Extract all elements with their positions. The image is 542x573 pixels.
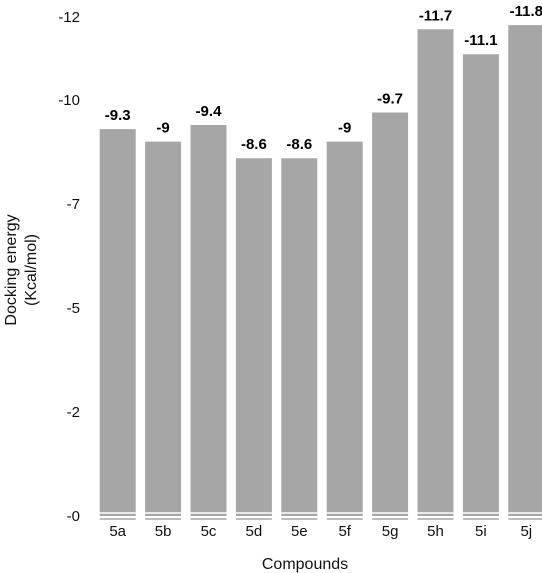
y-axis-label-line1: Docking energy xyxy=(3,214,20,325)
value-label: -9 xyxy=(338,120,351,137)
x-tick-label: 5i xyxy=(475,523,487,540)
x-tick-label: 5h xyxy=(427,523,444,540)
x-tick-label: 5e xyxy=(291,523,308,540)
bar-5j xyxy=(508,25,542,517)
bar-5b xyxy=(145,141,182,516)
y-tick-label: -0 xyxy=(67,508,80,525)
x-tick-label: 5d xyxy=(246,523,263,540)
bar-5g xyxy=(372,112,409,516)
x-axis-label: Compounds xyxy=(262,556,348,573)
value-label: -11.1 xyxy=(464,32,497,49)
x-axis-ticks: 5a 5b 5c 5d 5e 5f 5g 5h 5i 5j xyxy=(109,523,532,540)
value-label: -11.7 xyxy=(419,7,452,24)
bar-5h xyxy=(417,29,454,517)
y-tick-label: -7 xyxy=(67,196,80,213)
y-axis-ticks: -12 -10 -7 -5 -2 -0 xyxy=(58,9,80,525)
x-tick-label: 5a xyxy=(109,523,126,540)
value-label: -9.3 xyxy=(105,107,131,124)
x-tick-label: 5c xyxy=(201,523,217,540)
bar-5c xyxy=(190,124,227,517)
y-axis-label: Docking energy (Kcal/mol) xyxy=(3,214,40,325)
y-axis-label-line2: (Kcal/mol) xyxy=(23,234,40,306)
y-tick-label: -10 xyxy=(58,92,80,109)
value-label: -9 xyxy=(156,120,169,137)
bar-5f xyxy=(326,141,363,516)
bars xyxy=(99,25,542,520)
x-tick-label: 5b xyxy=(155,523,172,540)
value-label: -8.6 xyxy=(286,136,312,153)
x-tick-label: 5j xyxy=(520,523,532,540)
bar-5a xyxy=(99,129,136,516)
bar-5i xyxy=(462,54,499,517)
value-label: -11.8 xyxy=(510,3,542,20)
value-labels: -9.3 -9 -9.4 -8.6 -8.6 -9 -9.7 -11.7 -11.1 -11.8 xyxy=(105,3,542,153)
y-tick-label: -5 xyxy=(67,300,80,317)
value-label: -9.7 xyxy=(377,90,403,107)
bar-5d xyxy=(235,158,272,517)
x-tick-label: 5g xyxy=(382,523,399,540)
bar-5e xyxy=(281,158,318,517)
y-tick-label: -2 xyxy=(67,404,80,421)
value-label: -9.4 xyxy=(196,103,223,120)
y-tick-label: -12 xyxy=(58,9,80,26)
value-label: -8.6 xyxy=(241,136,267,153)
x-tick-label: 5f xyxy=(338,523,351,540)
